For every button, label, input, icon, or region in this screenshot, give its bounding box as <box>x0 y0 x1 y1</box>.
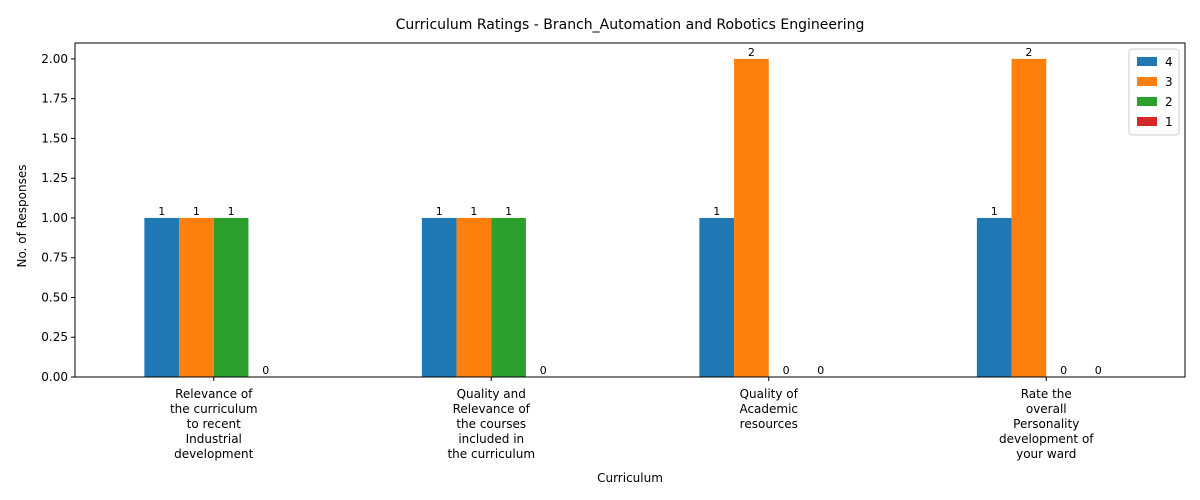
data-label: 1 <box>158 205 165 218</box>
legend-swatch <box>1137 57 1157 66</box>
y-tick-label: 0.00 <box>41 370 68 384</box>
x-tick-label-line: Rate the <box>1021 387 1072 401</box>
x-tick-label-line: included in <box>458 432 524 446</box>
x-tick-label-line: the courses <box>456 417 526 431</box>
x-tick-label-line: development of <box>999 432 1094 446</box>
bar <box>699 217 735 377</box>
bar <box>144 217 180 377</box>
data-label: 0 <box>783 364 790 377</box>
data-label: 0 <box>1060 364 1067 377</box>
bar <box>179 217 214 377</box>
x-tick-label-line: the curriculum <box>170 402 258 416</box>
data-label: 1 <box>436 205 443 218</box>
y-tick-label: 2.00 <box>41 52 68 66</box>
legend-label: 4 <box>1165 55 1173 69</box>
chart-title: Curriculum Ratings - Branch_Automation a… <box>396 17 865 33</box>
y-tick-label: 1.00 <box>41 211 68 225</box>
legend-box <box>1128 48 1180 136</box>
legend-swatch <box>1137 77 1157 86</box>
x-tick-label-line: resources <box>740 417 798 431</box>
data-label: 1 <box>228 205 235 218</box>
data-label: 0 <box>1095 364 1102 377</box>
data-label: 2 <box>748 46 755 59</box>
x-tick-label-line: Quality of <box>740 387 799 401</box>
x-tick-label-line: development <box>174 447 253 461</box>
x-tick-label-line: the curriculum <box>447 447 535 461</box>
bar <box>456 217 492 377</box>
legend-label: 2 <box>1165 95 1173 109</box>
x-tick-label-line: Academic <box>739 402 798 416</box>
plot-area: 1 1 1 1 1 1 2 2 1 1 0 0 0 0 0 0 0.00 0.25 0.50 0.75 1.00 1.25… <box>41 42 1186 461</box>
x-tick-label-line: overall <box>1026 402 1067 416</box>
x-tick-label-line: your ward <box>1016 447 1076 461</box>
x-tick-label-line: Personality <box>1013 417 1079 431</box>
x-tick-label: Quality of Academic resources <box>739 387 798 431</box>
data-label: 1 <box>193 205 200 218</box>
x-tick-label-line: Relevance of <box>453 402 531 416</box>
x-tick-label: Relevance of the curriculum to recent Indus… <box>170 387 258 461</box>
y-tick-label: 0.75 <box>41 251 68 265</box>
x-tick-label-line: to recent <box>187 417 242 431</box>
x-tick-label-line: Relevance of <box>175 387 253 401</box>
bar <box>1011 58 1047 378</box>
y-tick-label: 0.50 <box>41 290 68 304</box>
legend: 4 3 2 1 <box>1128 48 1180 136</box>
legend-swatch <box>1137 97 1157 106</box>
data-label: 0 <box>540 364 547 377</box>
data-label: 0 <box>817 364 824 377</box>
bar <box>213 217 249 377</box>
data-label: 1 <box>470 205 477 218</box>
data-label: 2 <box>1025 46 1032 59</box>
bar <box>976 217 1012 377</box>
data-label: 0 <box>262 364 269 377</box>
data-label: 1 <box>505 205 512 218</box>
x-tick-label: Rate the overall Personality development of… <box>999 387 1094 461</box>
bar <box>734 58 769 378</box>
data-label: 1 <box>713 205 720 218</box>
y-tick-label: 1.75 <box>41 92 68 106</box>
legend-swatch <box>1137 117 1157 126</box>
x-tick-label-line: Industrial <box>186 432 242 446</box>
legend-label: 1 <box>1165 115 1173 129</box>
legend-label: 3 <box>1165 75 1173 89</box>
y-tick-label: 1.50 <box>41 131 68 145</box>
data-label: 1 <box>991 205 998 218</box>
y-tick-label: 1.25 <box>41 171 68 185</box>
x-axis-label: Curriculum <box>597 471 663 485</box>
x-tick-label-line: Quality and <box>457 387 526 401</box>
plot-frame <box>74 42 1186 378</box>
y-tick-label: 0.25 <box>41 330 68 344</box>
bar <box>491 217 526 377</box>
bar <box>421 217 457 377</box>
y-axis-label: No. of Responses <box>15 164 29 267</box>
x-tick-label: Quality and Relevance of the courses includ… <box>447 387 535 461</box>
